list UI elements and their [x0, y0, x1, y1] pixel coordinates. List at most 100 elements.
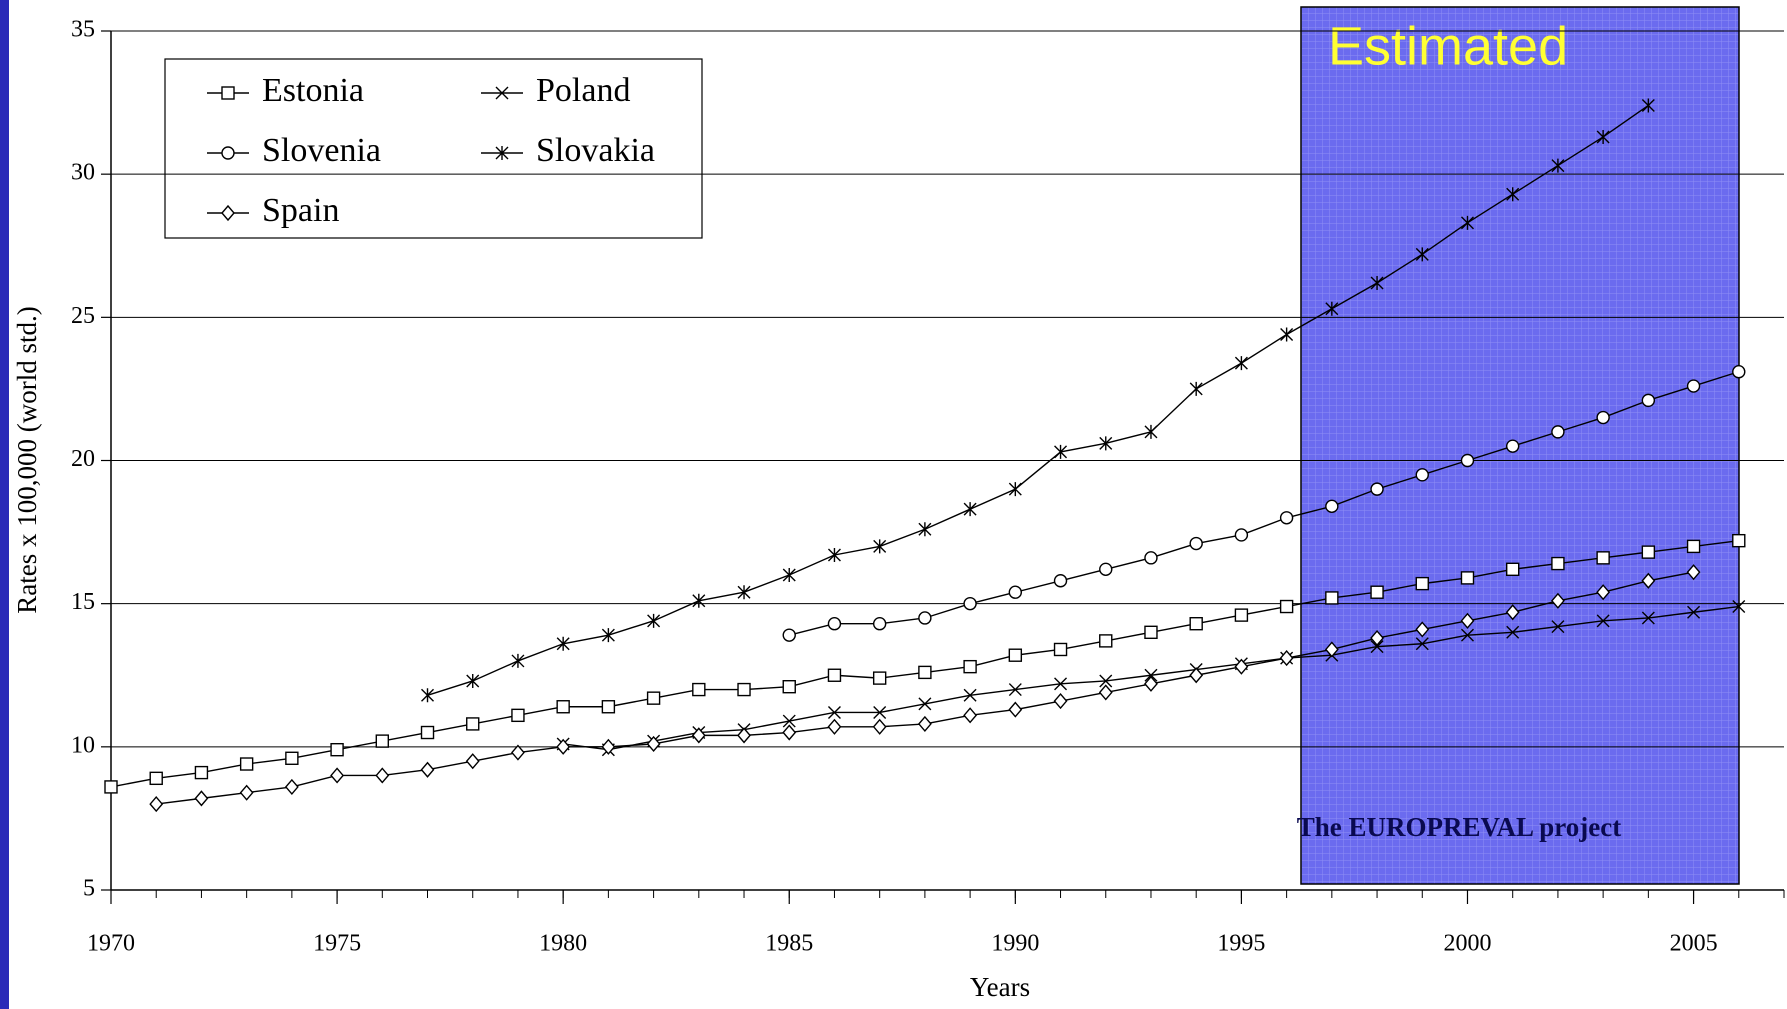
marker: [1641, 98, 1655, 113]
marker: [511, 653, 525, 668]
marker: [285, 751, 299, 765]
marker: [1189, 617, 1203, 631]
marker: [1099, 436, 1113, 451]
marker: [692, 593, 706, 608]
marker: [782, 724, 797, 741]
y-tick-label: 5: [83, 876, 95, 902]
marker: [1099, 634, 1113, 648]
marker: [601, 628, 615, 643]
marker: [918, 611, 932, 625]
x-tick-label: 1970: [87, 931, 135, 957]
marker: [375, 767, 390, 784]
x-axis-label: Years: [970, 972, 1030, 1002]
marker: [1099, 562, 1113, 577]
marker: [1415, 637, 1429, 651]
x-tick-label: 1990: [991, 931, 1039, 957]
marker: [194, 790, 209, 807]
marker: [556, 636, 570, 651]
marker: [1641, 545, 1656, 559]
marker: [827, 705, 841, 719]
marker: [1506, 562, 1520, 577]
marker: [1415, 576, 1429, 591]
marker: [1189, 536, 1203, 551]
marker: [1460, 571, 1475, 585]
marker: [1596, 614, 1610, 628]
y-tick-label: 10: [71, 732, 95, 758]
marker: [918, 522, 932, 537]
marker: [873, 705, 887, 719]
marker: [873, 539, 887, 554]
marker: [1234, 608, 1249, 622]
marker: [1460, 453, 1475, 468]
marker: [1596, 584, 1611, 601]
marker: [1279, 511, 1294, 525]
x-tick-label: 1980: [539, 931, 587, 957]
marker: [1144, 424, 1158, 439]
x-tick-label: 2000: [1443, 931, 1491, 957]
marker: [149, 771, 163, 786]
marker: [420, 761, 435, 778]
marker: [1144, 625, 1158, 639]
marker: [1596, 410, 1610, 425]
marker: [466, 673, 480, 688]
marker: [330, 767, 345, 784]
marker: [1280, 327, 1294, 342]
marker: [691, 727, 706, 744]
marker: [1279, 649, 1294, 667]
marker: [827, 668, 842, 682]
series-line: [427, 104, 1649, 696]
marker: [1325, 591, 1339, 605]
marker: [1008, 482, 1022, 497]
marker: [1144, 551, 1158, 565]
marker: [1144, 668, 1158, 682]
marker: [1732, 533, 1746, 548]
estimated-region: [1300, 6, 1740, 885]
marker: [1099, 674, 1113, 688]
marker: [827, 547, 841, 562]
x-tick-label: 1995: [1217, 931, 1265, 957]
marker: [1596, 551, 1610, 565]
marker: [495, 146, 509, 160]
marker: [1551, 158, 1565, 173]
marker: [1505, 604, 1520, 621]
marker: [1460, 215, 1474, 230]
marker: [1686, 539, 1701, 554]
marker: [692, 682, 706, 697]
marker: [1550, 592, 1565, 609]
marker: [782, 714, 796, 728]
marker: [1551, 425, 1565, 439]
marker: [1415, 621, 1430, 638]
marker: [1008, 683, 1022, 697]
marker: [782, 568, 796, 583]
marker: [963, 707, 978, 724]
marker: [511, 708, 525, 723]
legend: Estonia Poland Slovenia Slovakia Spain: [164, 58, 703, 239]
marker: [1008, 701, 1023, 718]
legend-box: [164, 58, 703, 239]
marker: [647, 613, 661, 628]
marker: [284, 778, 299, 795]
marker: [221, 146, 235, 160]
marker: [737, 682, 751, 697]
marker: [1053, 642, 1068, 657]
annotation: The EUROPREVAL project: [1297, 812, 1622, 842]
marker: [420, 725, 435, 740]
marker: [239, 784, 254, 801]
marker: [737, 585, 751, 600]
legend-label: Spain: [262, 192, 339, 229]
marker: [963, 502, 977, 517]
marker: [1506, 187, 1520, 202]
marker: [1596, 129, 1610, 144]
marker: [1234, 528, 1249, 542]
marker: [1370, 640, 1384, 654]
marker: [1054, 677, 1068, 691]
marker: [782, 628, 796, 642]
legend-label: Poland: [536, 72, 630, 109]
marker: [495, 86, 509, 100]
marker: [1641, 611, 1655, 625]
marker: [963, 596, 977, 611]
marker: [1008, 585, 1023, 599]
marker: [104, 780, 118, 794]
y-tick-label: 35: [71, 17, 95, 43]
marker: [827, 718, 842, 735]
